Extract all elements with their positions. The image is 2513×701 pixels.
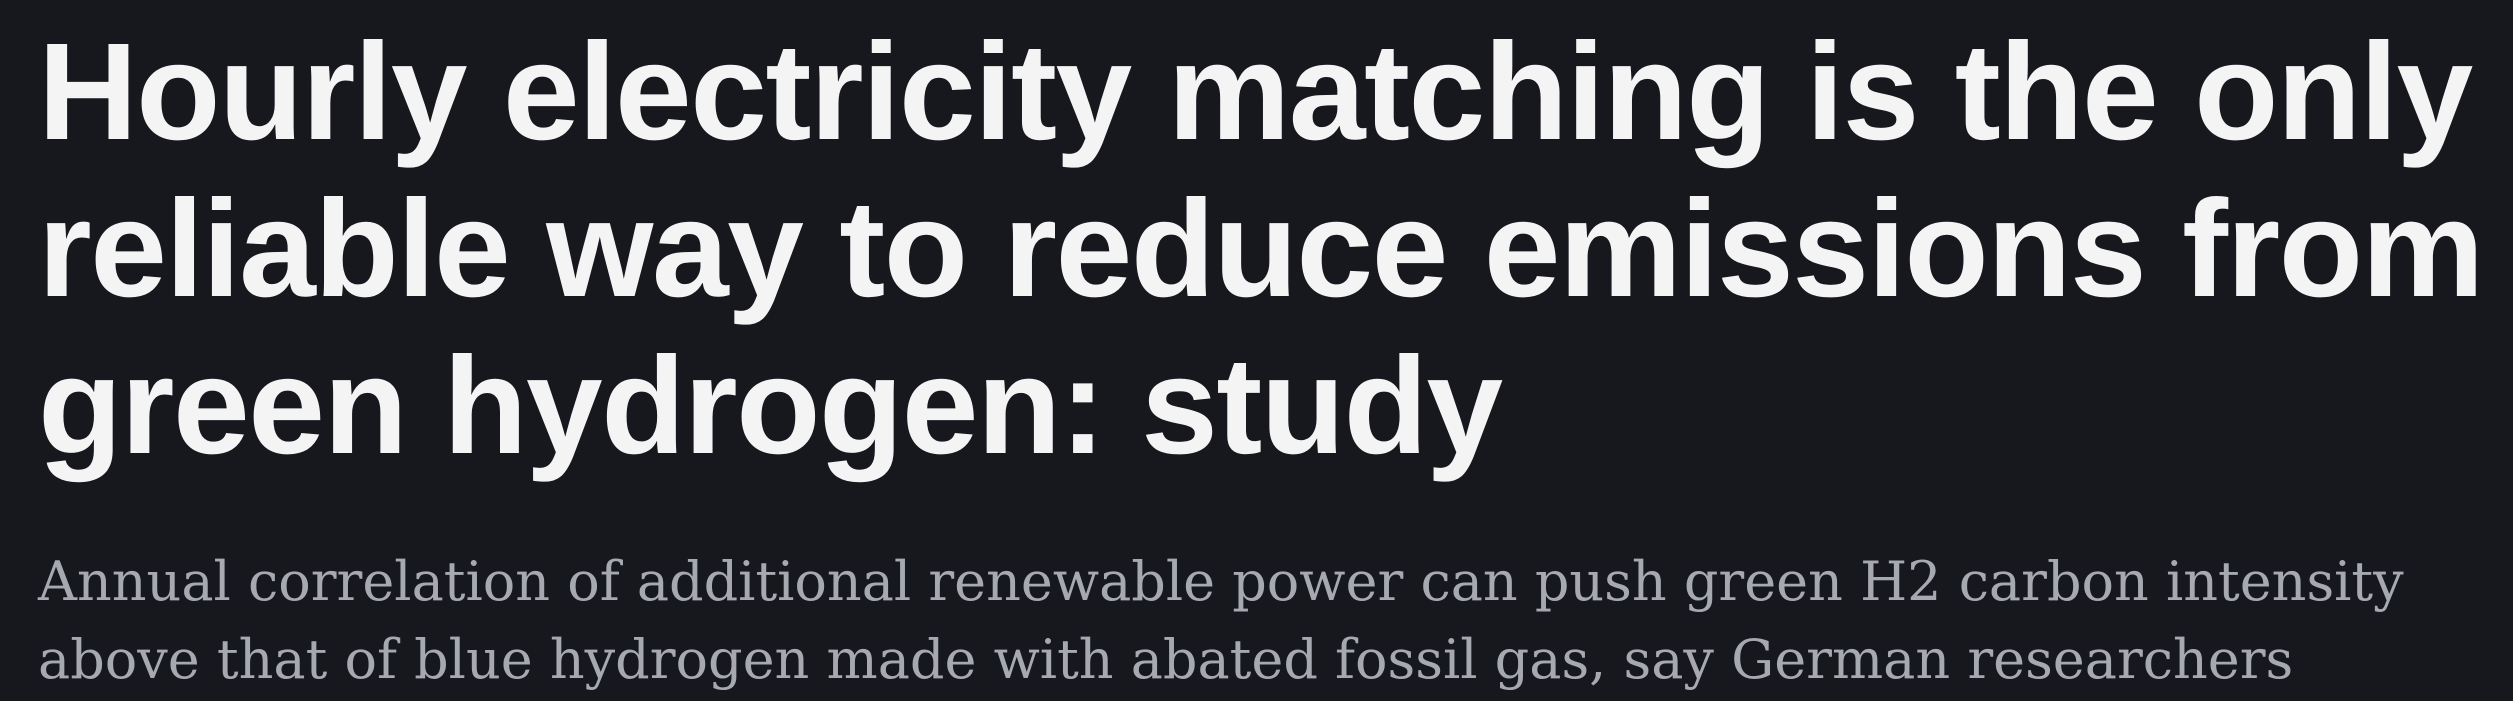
headline-line-2: reliable way to reduce emissions from (38, 172, 2484, 326)
headline-line-1: Hourly electricity matching is the only (38, 15, 2473, 169)
article-headline: Hourly electricity matching is the only … (38, 0, 2488, 485)
subheadline-line-2: above that of blue hydrogen made with ab… (38, 628, 2294, 691)
subheadline-line-1: Annual correlation of additional renewab… (38, 550, 2404, 613)
article-header: Hourly electricity matching is the only … (38, 0, 2488, 699)
headline-line-3: green hydrogen: study (38, 329, 1503, 483)
article-subheadline: Annual correlation of additional renewab… (38, 543, 2488, 699)
